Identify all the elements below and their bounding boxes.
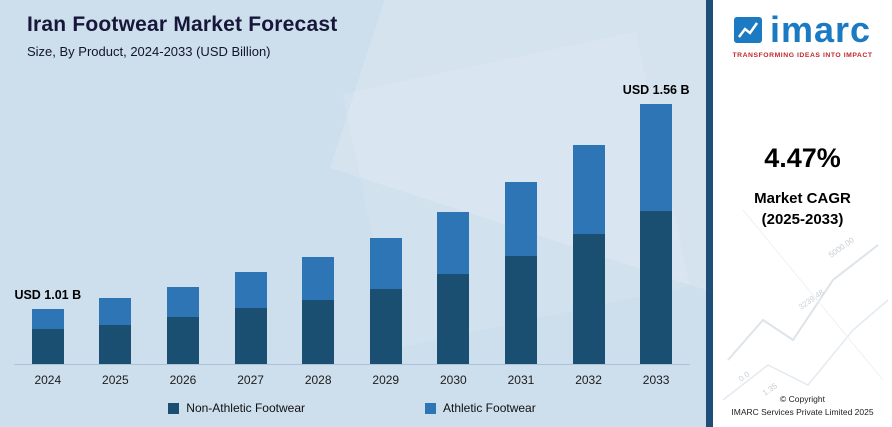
x-axis-label: 2027 xyxy=(237,373,264,387)
imarc-logo-icon xyxy=(733,17,762,44)
chart-header: Iran Footwear Market Forecast Size, By P… xyxy=(27,13,337,59)
bar-group xyxy=(555,80,623,364)
chart-legend: Non-Athletic Footwear Athletic Footwear xyxy=(14,401,690,415)
chart-section: Iran Footwear Market Forecast Size, By P… xyxy=(14,13,690,415)
legend-label: Athletic Footwear xyxy=(443,401,536,415)
legend-label: Non-Athletic Footwear xyxy=(186,401,305,415)
legend-item-athletic: Athletic Footwear xyxy=(425,401,536,415)
x-axis-label: 2024 xyxy=(34,373,62,387)
bar-group xyxy=(217,80,285,364)
non-athletic-footwear-segment xyxy=(166,317,199,364)
stacked-bar xyxy=(640,104,673,364)
x-axis-label: 2032 xyxy=(575,373,602,387)
copyright-line1: © Copyright xyxy=(779,393,825,404)
bar-group xyxy=(284,80,352,364)
x-axis-labels: 2024 2025 2026 2027 2028 2029 2030 2031 2032 2033 xyxy=(14,373,690,387)
non-athletic-footwear-segment xyxy=(504,256,537,364)
athletic-footwear-segment xyxy=(437,212,470,274)
x-axis-label: 2029 xyxy=(372,373,400,387)
bar-group xyxy=(82,80,150,364)
cagr-value: 4.47% xyxy=(764,143,841,174)
non-athletic-footwear-segment xyxy=(640,211,673,364)
non-athletic-footwear-segment xyxy=(234,308,267,364)
non-athletic-footwear-segment xyxy=(99,325,132,364)
athletic-footwear-segment xyxy=(166,287,199,317)
copyright-notice: © Copyright IMARC Services Private Limit… xyxy=(713,393,892,420)
bar-group xyxy=(149,80,217,364)
stacked-bar xyxy=(504,182,537,364)
svg-text:3239.48: 3239.48 xyxy=(797,287,826,311)
legend-swatch-athletic xyxy=(425,402,436,414)
stacked-bar xyxy=(31,309,64,364)
stacked-bar xyxy=(572,145,605,364)
athletic-footwear-segment xyxy=(234,272,267,308)
chart-subtitle: Size, By Product, 2024-2033 (USD Billion… xyxy=(27,44,271,59)
imarc-tagline: TRANSFORMING IDEAS INTO IMPACT xyxy=(732,52,873,60)
athletic-footwear-segment xyxy=(572,145,605,234)
svg-text:5000.00: 5000.00 xyxy=(827,235,856,259)
non-athletic-footwear-segment xyxy=(31,329,64,364)
imarc-logo: imarc TRANSFORMING IDEAS INTO IMPACT xyxy=(713,0,892,59)
page-title: Iran Footwear Market Forecast xyxy=(27,13,338,36)
bar-value-label: USD 1.56 B xyxy=(622,83,690,97)
x-axis-label: 2025 xyxy=(102,373,129,387)
stacked-bar xyxy=(99,298,132,364)
bar-group xyxy=(352,80,420,364)
athletic-footwear-segment xyxy=(302,257,335,300)
stacked-bar xyxy=(302,257,335,364)
x-axis-label: 2028 xyxy=(304,373,332,387)
athletic-footwear-segment xyxy=(369,238,402,289)
brand-sidebar: 5000.00 3239.48 0.0 1.35 imarc TRANSFORM… xyxy=(706,0,892,427)
non-athletic-footwear-segment xyxy=(437,274,470,364)
imarc-logo-text: imarc xyxy=(769,9,872,50)
cagr-period: (2025-2033) xyxy=(761,211,844,229)
bar-group: USD 1.56 B xyxy=(622,80,690,364)
bar-group: USD 1.01 B xyxy=(14,80,82,364)
plot-area: USD 1.01 B USD 1.56 B 2024 2025 2026 2027 202… xyxy=(14,80,690,387)
athletic-footwear-segment xyxy=(31,309,64,329)
cagr-label: Market CAGR xyxy=(754,190,851,208)
copyright-line2: IMARC Services Private Limited 2025 xyxy=(731,407,874,418)
non-athletic-footwear-segment xyxy=(302,300,335,364)
bars-row: USD 1.01 B USD 1.56 B xyxy=(14,80,690,365)
athletic-footwear-segment xyxy=(640,104,673,211)
x-axis-label: 2031 xyxy=(507,373,535,387)
non-athletic-footwear-segment xyxy=(369,289,402,364)
stacked-bar xyxy=(437,212,470,364)
bar-group xyxy=(420,80,488,364)
non-athletic-footwear-segment xyxy=(572,234,605,364)
stacked-bar xyxy=(369,238,402,364)
x-axis-label: 2030 xyxy=(440,373,467,387)
bar-value-label: USD 1.01 B xyxy=(14,288,82,302)
x-axis-label: 2026 xyxy=(169,373,197,387)
stacked-bar xyxy=(166,287,199,364)
stacked-bar xyxy=(234,272,267,364)
x-axis-label: 2033 xyxy=(642,373,670,387)
svg-text:0.0: 0.0 xyxy=(737,370,752,384)
athletic-footwear-segment xyxy=(99,298,132,325)
cagr-block: 4.47% Market CAGR (2025-2033) xyxy=(713,143,892,228)
legend-item-non-athletic: Non-Athletic Footwear xyxy=(168,401,305,415)
athletic-footwear-segment xyxy=(504,182,537,256)
bar-group xyxy=(487,80,555,364)
legend-swatch-non-athletic xyxy=(168,402,180,414)
